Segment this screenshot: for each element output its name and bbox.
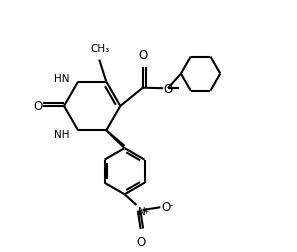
Text: O: O <box>137 235 146 248</box>
Text: NH: NH <box>54 130 70 139</box>
Text: +: + <box>142 206 149 215</box>
Text: O: O <box>163 82 173 95</box>
Text: -: - <box>170 200 173 209</box>
Text: O: O <box>161 201 170 214</box>
Text: O: O <box>33 100 42 113</box>
Text: O: O <box>138 49 148 62</box>
Text: CH₃: CH₃ <box>90 44 109 54</box>
Text: N: N <box>138 206 145 216</box>
Text: HN: HN <box>54 74 70 84</box>
